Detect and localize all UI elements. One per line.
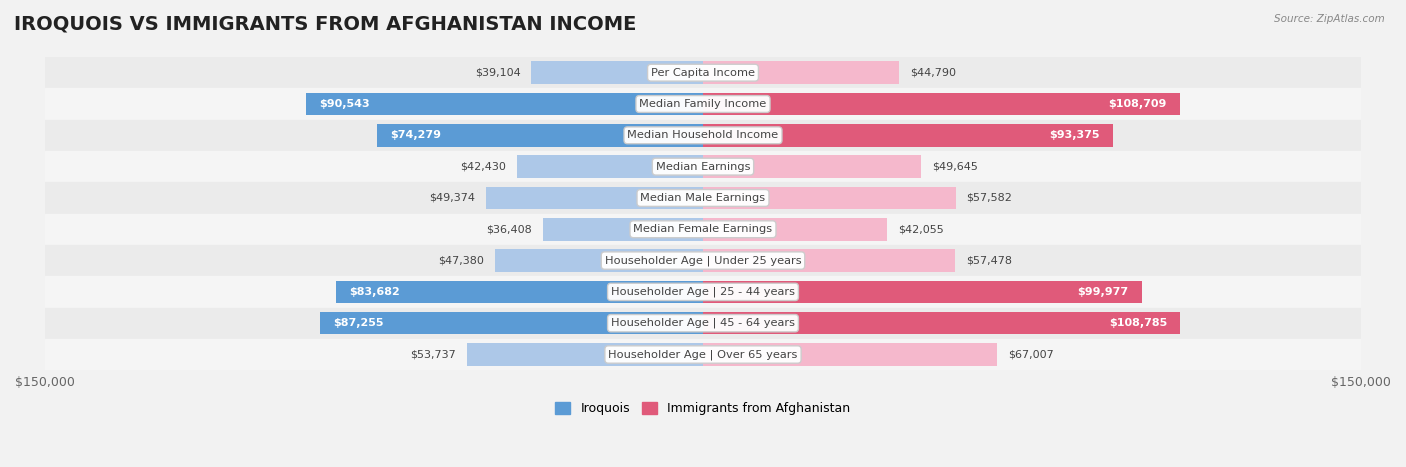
Bar bbox=[703, 281, 1142, 303]
Text: $49,374: $49,374 bbox=[429, 193, 475, 203]
Bar bbox=[45, 339, 1361, 370]
Text: Householder Age | 25 - 44 years: Householder Age | 25 - 44 years bbox=[612, 287, 794, 297]
Bar bbox=[45, 276, 1361, 308]
Text: $108,709: $108,709 bbox=[1108, 99, 1167, 109]
Bar bbox=[45, 88, 1361, 120]
Bar bbox=[703, 124, 1112, 147]
Text: Per Capita Income: Per Capita Income bbox=[651, 68, 755, 78]
Bar bbox=[45, 245, 1361, 276]
Bar bbox=[703, 156, 921, 178]
Text: $83,682: $83,682 bbox=[349, 287, 399, 297]
Bar bbox=[703, 62, 900, 84]
Bar bbox=[495, 249, 703, 272]
Text: $36,408: $36,408 bbox=[486, 224, 533, 234]
Text: $39,104: $39,104 bbox=[475, 68, 520, 78]
Text: Median Family Income: Median Family Income bbox=[640, 99, 766, 109]
Text: Median Male Earnings: Median Male Earnings bbox=[641, 193, 765, 203]
Text: IROQUOIS VS IMMIGRANTS FROM AFGHANISTAN INCOME: IROQUOIS VS IMMIGRANTS FROM AFGHANISTAN … bbox=[14, 14, 637, 33]
Text: $90,543: $90,543 bbox=[319, 99, 370, 109]
Text: $42,055: $42,055 bbox=[898, 224, 945, 234]
Text: Householder Age | Under 25 years: Householder Age | Under 25 years bbox=[605, 255, 801, 266]
Text: Median Household Income: Median Household Income bbox=[627, 130, 779, 140]
Text: $57,478: $57,478 bbox=[966, 255, 1012, 266]
Bar bbox=[703, 187, 956, 209]
Bar bbox=[703, 218, 887, 241]
Bar bbox=[305, 93, 703, 115]
Bar bbox=[45, 213, 1361, 245]
Text: $108,785: $108,785 bbox=[1109, 318, 1167, 328]
Text: $42,430: $42,430 bbox=[460, 162, 506, 172]
Bar bbox=[517, 156, 703, 178]
Text: $44,790: $44,790 bbox=[911, 68, 956, 78]
Bar bbox=[703, 343, 997, 366]
Bar bbox=[486, 187, 703, 209]
Bar bbox=[531, 62, 703, 84]
Text: $99,977: $99,977 bbox=[1077, 287, 1129, 297]
Bar bbox=[377, 124, 703, 147]
Bar bbox=[45, 151, 1361, 182]
Bar bbox=[703, 93, 1180, 115]
Text: $67,007: $67,007 bbox=[1008, 349, 1053, 360]
Text: $53,737: $53,737 bbox=[411, 349, 457, 360]
Bar bbox=[703, 249, 955, 272]
Text: Householder Age | 45 - 64 years: Householder Age | 45 - 64 years bbox=[612, 318, 794, 328]
Bar bbox=[45, 120, 1361, 151]
Text: $49,645: $49,645 bbox=[932, 162, 977, 172]
Text: Median Earnings: Median Earnings bbox=[655, 162, 751, 172]
Text: Median Female Earnings: Median Female Earnings bbox=[634, 224, 772, 234]
Text: $47,380: $47,380 bbox=[439, 255, 484, 266]
Bar bbox=[321, 312, 703, 334]
Text: $57,582: $57,582 bbox=[966, 193, 1012, 203]
Bar bbox=[543, 218, 703, 241]
Text: $74,279: $74,279 bbox=[391, 130, 441, 140]
Bar bbox=[703, 312, 1180, 334]
Bar bbox=[45, 182, 1361, 213]
Bar bbox=[336, 281, 703, 303]
Bar bbox=[45, 57, 1361, 88]
Text: Source: ZipAtlas.com: Source: ZipAtlas.com bbox=[1274, 14, 1385, 24]
Text: Householder Age | Over 65 years: Householder Age | Over 65 years bbox=[609, 349, 797, 360]
Legend: Iroquois, Immigrants from Afghanistan: Iroquois, Immigrants from Afghanistan bbox=[550, 397, 856, 420]
Bar bbox=[45, 308, 1361, 339]
Text: $93,375: $93,375 bbox=[1049, 130, 1099, 140]
Bar bbox=[467, 343, 703, 366]
Text: $87,255: $87,255 bbox=[333, 318, 384, 328]
